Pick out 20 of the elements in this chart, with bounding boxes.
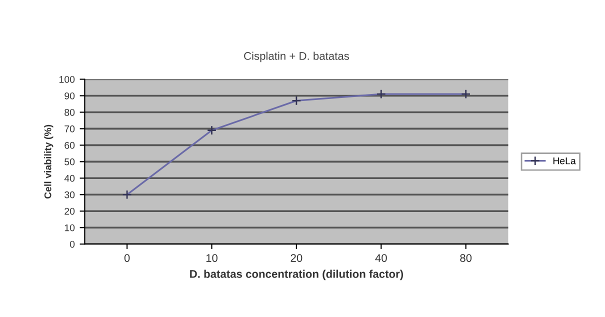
- x-tick-label: 80: [460, 254, 472, 262]
- y-tick-label: 100: [60, 76, 75, 83]
- y-tick-label: 60: [64, 142, 75, 149]
- legend-label: HeLa: [553, 157, 576, 164]
- y-tick-label: 20: [64, 208, 75, 215]
- x-tick-label: 20: [290, 254, 302, 262]
- y-tick-label: 40: [64, 174, 75, 182]
- y-axis-title: Cell viability (%): [44, 124, 54, 199]
- y-tick-label: 50: [64, 158, 75, 166]
- y-tick-label: 0: [70, 240, 75, 248]
- y-tick-label: 30: [64, 191, 75, 198]
- y-tick-label: 70: [64, 125, 75, 132]
- y-tick-label: 90: [64, 92, 75, 100]
- x-axis-title: D. batatas concentration (dilution factor): [190, 270, 404, 280]
- x-tick-label: 40: [375, 254, 387, 262]
- x-tick-label: 0: [124, 254, 130, 262]
- y-tick-label: 10: [64, 224, 75, 232]
- y-tick-label: 80: [64, 108, 75, 116]
- chart-title: Cisplatin + D. batatas: [244, 52, 350, 62]
- x-tick-label: 10: [206, 254, 218, 262]
